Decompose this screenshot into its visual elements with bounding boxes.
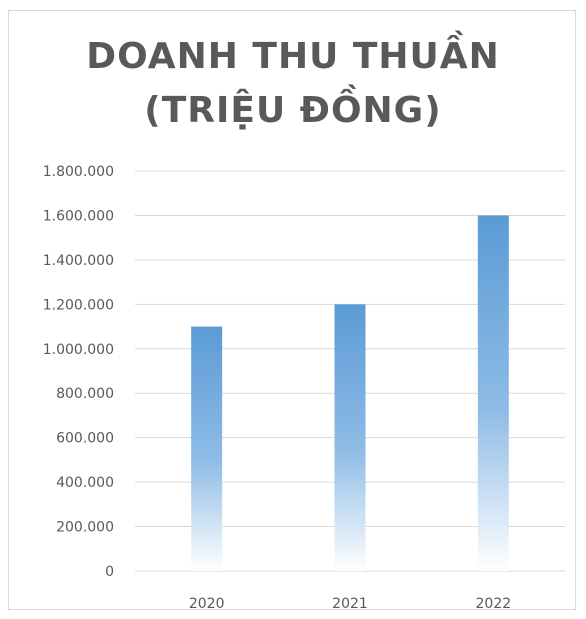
x-axis-tick-labels: 2020 2021 2022 [189,596,511,612]
y-tick-label: 1.600.000 [43,208,114,224]
y-tick-label: 800.000 [56,386,114,402]
bar-2022 [477,215,509,571]
chart-title-line-2: (TRIỆU ĐỒNG) [144,90,442,131]
x-tick-label: 2020 [189,596,225,612]
x-tick-label: 2021 [332,596,368,612]
bar-2021 [334,304,366,571]
y-tick-label: 1.200.000 [43,297,114,313]
y-tick-label: 600.000 [56,431,114,447]
y-axis-tick-labels: 0 200.000 400.000 600.000 800.000 1.000.000 1.… [43,164,114,580]
y-tick-label: 1.400.000 [43,253,114,269]
y-tick-label: 1.800.000 [43,164,114,180]
y-tick-label: 400.000 [56,475,114,491]
y-tick-label: 200.000 [56,520,114,536]
bar-2020 [191,326,223,571]
bars [191,215,509,571]
y-tick-label: 1.000.000 [43,342,114,358]
chart-title-line-1: DOANH THU THUẦN [86,36,500,77]
x-tick-label: 2022 [476,596,512,612]
y-tick-label: 0 [105,564,114,580]
chart-title: DOANH THU THUẦN (TRIỆU ĐỒNG) [0,30,586,138]
